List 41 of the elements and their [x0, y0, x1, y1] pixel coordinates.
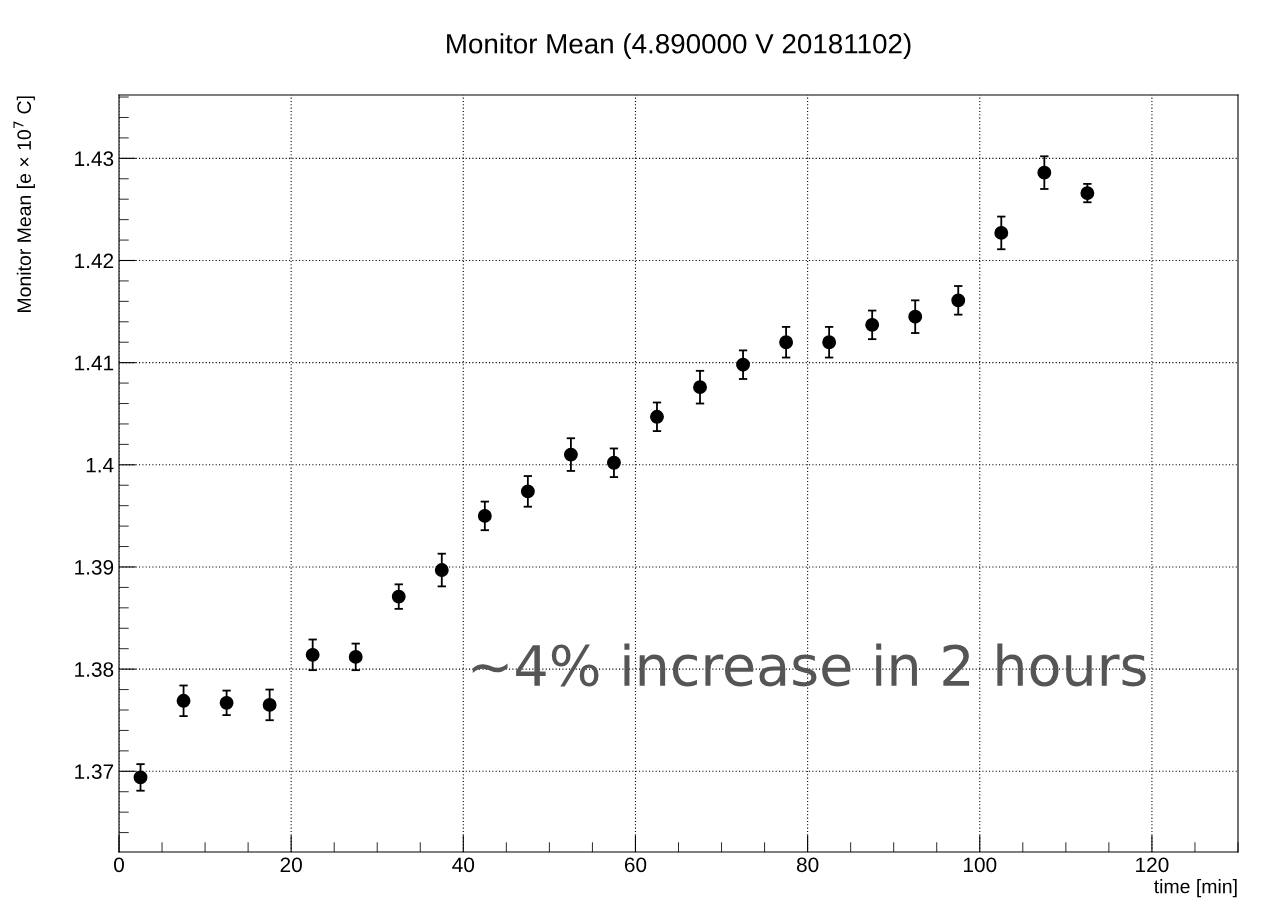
point [219, 695, 234, 710]
point [133, 770, 148, 785]
point [650, 409, 664, 424]
point [176, 693, 191, 708]
y-tick-label: 1.38 [75, 662, 114, 677]
point [348, 649, 363, 664]
point [736, 357, 751, 372]
x-tick-label: 40 [452, 857, 475, 873]
point [822, 335, 837, 350]
point [262, 697, 277, 712]
point [606, 455, 621, 470]
y-tick-label: 1.37 [75, 764, 114, 780]
y-tick-label: 1.4 [86, 458, 114, 473]
chart-title: Monitor Mean (4.890000 V 20181102) [447, 33, 911, 60]
x-tick-label: 0 [114, 857, 124, 873]
point [563, 447, 578, 462]
y-tick-label: 1.42 [75, 253, 114, 269]
point [391, 589, 406, 604]
x-tick-label: 80 [796, 857, 819, 873]
y-tick-label: 1.43 [75, 151, 114, 167]
point [779, 335, 794, 350]
point [865, 317, 880, 332]
x-tick-label: 60 [624, 857, 647, 873]
x-tick-label: 120 [1136, 857, 1169, 873]
annotation: ~4% increase in 2 hours [472, 643, 1146, 687]
x-tick-label: 100 [963, 857, 997, 873]
point [1080, 186, 1095, 201]
y-tick-label: 1.41 [75, 355, 114, 371]
point [477, 508, 492, 523]
x-tick-label: 20 [280, 857, 302, 873]
point [520, 484, 535, 499]
point [434, 563, 449, 577]
point [908, 309, 923, 324]
point [1037, 165, 1052, 180]
point [951, 293, 966, 308]
point [994, 225, 1009, 240]
y-axis-title: Monitor Mean [e × 10$^{7}$ C] [13, 96, 35, 312]
x-axis-title: time [min] [1154, 879, 1237, 898]
point [693, 380, 707, 395]
y-tick-label: 1.39 [75, 559, 114, 575]
point [305, 647, 320, 662]
